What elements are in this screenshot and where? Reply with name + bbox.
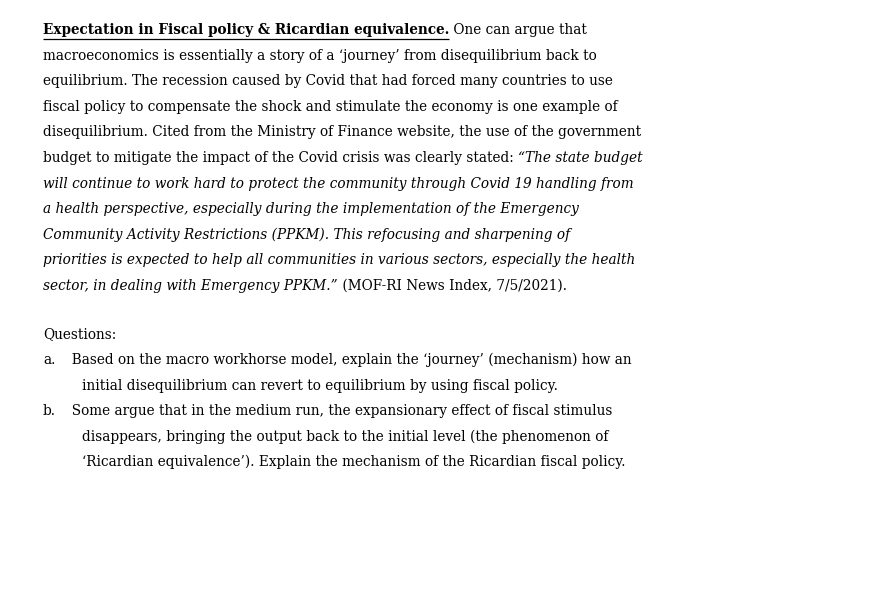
Text: One can argue that: One can argue that <box>450 23 587 38</box>
Text: priorities is expected to help all communities in various sectors, especially th: priorities is expected to help all commu… <box>43 253 635 267</box>
Text: “The state budget: “The state budget <box>518 151 642 165</box>
Text: budget to mitigate the impact of the Covid crisis was clearly stated:: budget to mitigate the impact of the Cov… <box>43 151 518 165</box>
Text: (MOF-RI News Index, 7/5/2021).: (MOF-RI News Index, 7/5/2021). <box>338 279 566 293</box>
Text: will continue to work hard to protect the community through Covid 19 handling fr: will continue to work hard to protect th… <box>43 177 633 191</box>
Text: a.: a. <box>43 353 56 367</box>
Text: b.: b. <box>43 404 56 418</box>
Text: disequilibrium. Cited from the Ministry of Finance website, the use of the gover: disequilibrium. Cited from the Ministry … <box>43 125 642 140</box>
Text: Based on the macro workhorse model, explain the ‘journey’ (mechanism) how an: Based on the macro workhorse model, expl… <box>63 353 632 367</box>
Text: Expectation in Fiscal policy & Ricardian equivalence.: Expectation in Fiscal policy & Ricardian… <box>43 23 450 38</box>
Text: a health perspective, especially during the implementation of the Emergency: a health perspective, especially during … <box>43 202 579 216</box>
Text: equilibrium. The recession caused by Covid that had forced many countries to use: equilibrium. The recession caused by Cov… <box>43 74 613 89</box>
Text: initial disequilibrium can revert to equilibrium by using fiscal policy.: initial disequilibrium can revert to equ… <box>82 378 557 392</box>
Text: Some argue that in the medium run, the expansionary effect of fiscal stimulus: Some argue that in the medium run, the e… <box>63 404 612 418</box>
Text: sector, in dealing with Emergency PPKM.”: sector, in dealing with Emergency PPKM.” <box>43 279 338 293</box>
Text: disappears, bringing the output back to the initial level (the phenomenon of: disappears, bringing the output back to … <box>82 429 607 444</box>
Text: Questions:: Questions: <box>43 327 116 341</box>
Text: fiscal policy to compensate the shock and stimulate the economy is one example o: fiscal policy to compensate the shock an… <box>43 100 617 114</box>
Text: ‘Ricardian equivalence’). Explain the mechanism of the Ricardian fiscal policy.: ‘Ricardian equivalence’). Explain the me… <box>82 455 625 469</box>
Text: Community Activity Restrictions (PPKM). This refocusing and sharpening of: Community Activity Restrictions (PPKM). … <box>43 228 570 242</box>
Text: macroeconomics is essentially a story of a ‘journey’ from disequilibrium back to: macroeconomics is essentially a story of… <box>43 49 597 63</box>
